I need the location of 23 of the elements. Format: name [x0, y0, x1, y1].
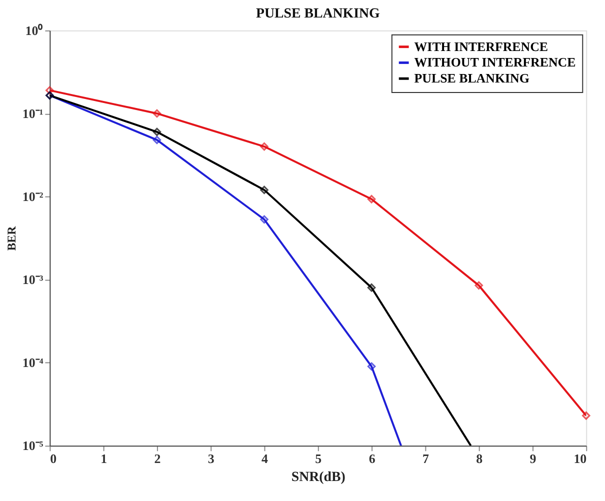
x-tick-label: 2: [154, 451, 161, 466]
x-tick-label: 1: [100, 451, 108, 466]
chart-title: PULSE BLANKING: [256, 6, 380, 22]
y-tick-label: 10⁻³: [22, 272, 44, 288]
x-tick-label: 6: [368, 451, 376, 466]
x-tick-label: 9: [530, 451, 536, 466]
x-tick-label: 3: [208, 451, 215, 466]
y-tick-label: 10⁻⁴: [22, 355, 44, 370]
y-tick-label: 10⁰: [25, 22, 44, 38]
x-tick-label: 7: [422, 451, 430, 466]
x-axis-title: SNR(dB): [291, 470, 346, 485]
x-tick-label: 10: [574, 451, 587, 466]
x-tick-label: 5: [315, 451, 322, 466]
x-tick-label: 0: [50, 451, 57, 466]
y-tick-label: 10⁻²: [22, 188, 44, 204]
legend-label: WITH INTERFRENCE: [414, 38, 548, 54]
y-tick-label: 10⁻¹: [22, 106, 44, 121]
legend-label: PULSE BLANKING: [414, 70, 530, 86]
y-axis-title: BER: [4, 226, 18, 251]
y-tick-label: 10⁻⁵: [22, 438, 44, 454]
x-tick-label: 8: [476, 451, 484, 466]
legend-label: WITHOUT INTERFRENCE: [414, 54, 576, 70]
x-tick-label: 4: [262, 451, 269, 466]
